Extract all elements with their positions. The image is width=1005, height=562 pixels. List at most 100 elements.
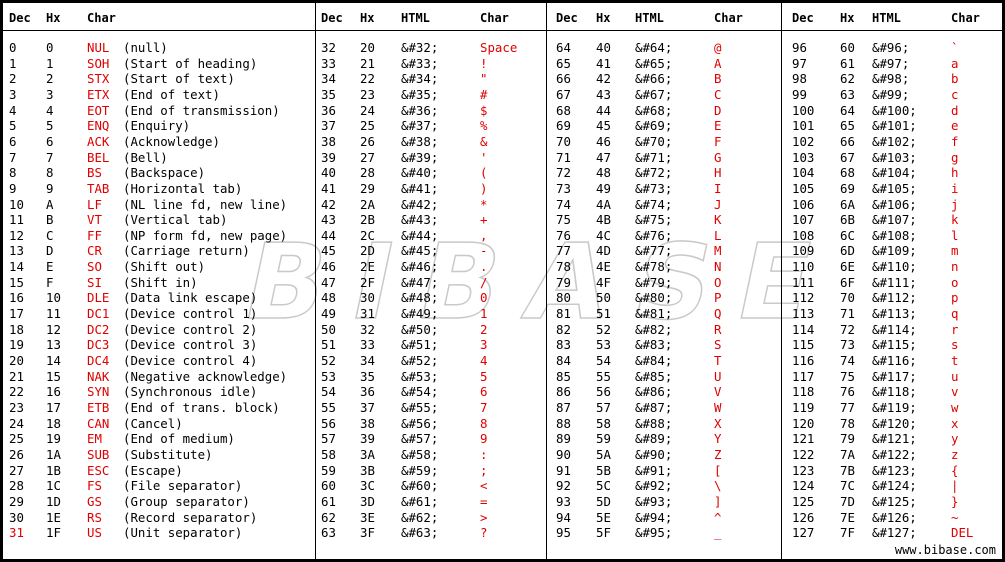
cell-hex: 5E [596, 509, 611, 525]
cell-description: (End of medium) [123, 431, 235, 447]
cell-dec: 45 [321, 243, 336, 259]
cell-hex: 23 [360, 86, 375, 102]
cell-dec: 48 [321, 290, 336, 306]
cell-hex: 75 [840, 368, 855, 384]
cell-dec: 123 [792, 462, 815, 478]
cell-html-entity: &#96; [872, 40, 910, 55]
cell-html-entity: &#127; [872, 525, 917, 541]
cell-hex: 4B [596, 212, 611, 228]
cell-char: DEL [951, 525, 974, 541]
cell-dec: 101 [792, 118, 815, 134]
cell-description: (Record separator) [123, 509, 258, 525]
cell-char: G [714, 149, 722, 165]
cell-hex: 4 [46, 102, 54, 118]
cell-char: = [480, 493, 488, 509]
cell-dec: 30 [9, 509, 24, 525]
cell-control-abbrev: SUB [87, 446, 110, 462]
cell-hex: E [46, 259, 54, 275]
cell-control-abbrev: DC1 [87, 306, 110, 322]
cell-html-entity: &#70; [635, 133, 673, 149]
cell-html-entity: &#52; [401, 353, 439, 368]
footer-url: www.bibase.com [894, 543, 996, 557]
cell-hex: 7C [840, 478, 855, 494]
cell-dec: 96 [792, 40, 807, 55]
cell-html-entity: &#87; [635, 399, 673, 415]
cell-control-abbrev: RS [87, 509, 102, 525]
cell-char: Space [480, 40, 518, 55]
cell-hex: 27 [360, 149, 375, 165]
cell-html-entity: &#115; [872, 337, 917, 353]
cell-hex: 2C [360, 227, 375, 243]
cell-char: j [951, 196, 959, 212]
cell-html-entity: &#110; [872, 259, 917, 275]
cell-hex: 1 [46, 55, 54, 71]
cell-char: E [714, 118, 722, 134]
cell-char: C [714, 86, 722, 102]
cell-dec: 86 [556, 384, 571, 400]
cell-char: y [951, 431, 959, 447]
cell-dec: 110 [792, 259, 815, 275]
cell-char: N [714, 259, 722, 275]
cell-dec: 1 [9, 55, 17, 71]
cell-hex: 79 [840, 431, 855, 447]
cell-dec: 104 [792, 165, 815, 181]
cell-hex: 2B [360, 212, 375, 228]
cell-control-abbrev: CAN [87, 415, 110, 431]
cell-char: 7 [480, 399, 488, 415]
cell-char: @ [714, 40, 722, 55]
cell-html-entity: &#90; [635, 446, 673, 462]
cell-dec: 100 [792, 102, 815, 118]
cell-html-entity: &#83; [635, 337, 673, 353]
cell-dec: 116 [792, 353, 815, 368]
cell-html-entity: &#76; [635, 227, 673, 243]
column-header: Char [951, 11, 980, 25]
cell-html-entity: &#54; [401, 384, 439, 400]
cell-dec: 91 [556, 462, 571, 478]
cell-html-entity: &#91; [635, 462, 673, 478]
cell-html-entity: &#50; [401, 321, 439, 337]
cell-html-entity: &#114; [872, 321, 917, 337]
cell-control-abbrev: NUL [87, 40, 110, 55]
cell-hex: 32 [360, 321, 375, 337]
cell-hex: 26 [360, 133, 375, 149]
cell-hex: 14 [46, 353, 61, 368]
cell-dec: 57 [321, 431, 336, 447]
cell-char: n [951, 259, 959, 275]
cell-char: q [951, 306, 959, 322]
cell-char: i [951, 180, 959, 196]
cell-hex: 0 [46, 40, 54, 55]
cell-char: H [714, 165, 722, 181]
cell-hex: 49 [596, 180, 611, 196]
cell-control-abbrev: DC3 [87, 337, 110, 353]
cell-hex: 35 [360, 368, 375, 384]
cell-dec: 115 [792, 337, 815, 353]
cell-hex: 9 [46, 180, 54, 196]
cell-dec: 84 [556, 353, 571, 368]
cell-description: (Vertical tab) [123, 212, 228, 228]
cell-html-entity: &#121; [872, 431, 917, 447]
cell-dec: 65 [556, 55, 571, 71]
cell-char: r [951, 321, 959, 337]
cell-dec: 124 [792, 478, 815, 494]
cell-hex: 76 [840, 384, 855, 400]
cell-hex: 19 [46, 431, 61, 447]
cell-char: M [714, 243, 722, 259]
cell-html-entity: &#56; [401, 415, 439, 431]
cell-char: 3 [480, 337, 488, 353]
cell-char: 6 [480, 384, 488, 400]
cell-control-abbrev: VT [87, 212, 102, 228]
cell-dec: 68 [556, 102, 571, 118]
cell-char: K [714, 212, 722, 228]
cell-html-entity: &#71; [635, 149, 673, 165]
cell-char: k [951, 212, 959, 228]
cell-dec: 37 [321, 118, 336, 134]
cell-hex: 13 [46, 337, 61, 353]
cell-dec: 33 [321, 55, 336, 71]
cell-char: & [480, 133, 488, 149]
cell-html-entity: &#46; [401, 259, 439, 275]
cell-dec: 54 [321, 384, 336, 400]
cell-description: (Negative acknowledge) [123, 368, 288, 384]
cell-dec: 34 [321, 71, 336, 87]
cell-char: f [951, 133, 959, 149]
cell-hex: 7B [840, 462, 855, 478]
